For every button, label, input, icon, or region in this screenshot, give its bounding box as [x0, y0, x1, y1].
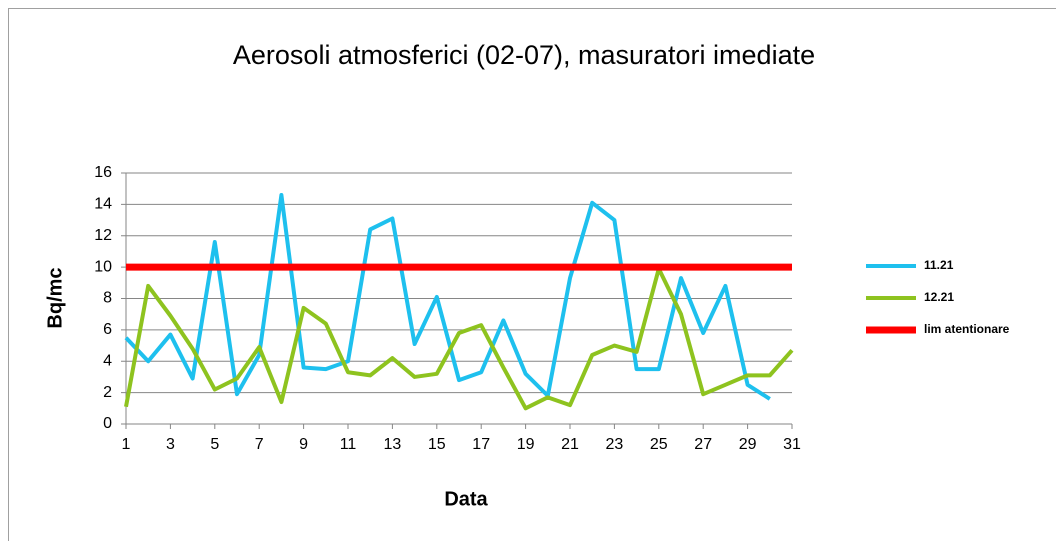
y-axis-label: Bq/mc [44, 267, 66, 328]
legend-label: 11.21 [924, 258, 954, 272]
y-tick-label: 8 [103, 290, 112, 307]
y-tick-label: 2 [103, 384, 112, 401]
x-tick-label: 23 [606, 436, 624, 453]
x-tick-label: 3 [166, 436, 175, 453]
x-tick-label: 13 [384, 436, 402, 453]
x-tick-label: 29 [739, 436, 757, 453]
legend-label: 12.21 [924, 290, 954, 304]
y-tick-label: 0 [103, 415, 112, 432]
x-tick-label: 31 [783, 436, 801, 453]
legend-label: lim atentionare [924, 322, 1010, 336]
x-tick-label: 9 [299, 436, 308, 453]
x-tick-label: 5 [210, 436, 219, 453]
y-tick-label: 14 [94, 196, 112, 213]
y-tick-label: 6 [103, 321, 112, 338]
y-tick-label: 16 [94, 164, 112, 181]
x-tick-label: 17 [472, 436, 490, 453]
x-tick-label: 11 [340, 436, 357, 453]
y-tick-label: 10 [94, 258, 112, 275]
y-tick-label: 4 [103, 352, 112, 369]
x-tick-label: 1 [122, 436, 131, 453]
series-line [124, 192, 771, 401]
series-line [124, 266, 794, 411]
x-tick-label: 15 [428, 436, 446, 453]
x-tick-label: 25 [650, 436, 668, 453]
y-tick-label: 12 [94, 227, 112, 244]
x-tick-label: 7 [255, 436, 264, 453]
x-axis-label: Data [444, 488, 488, 510]
x-tick-label: 19 [517, 436, 535, 453]
chart-title: Aerosoli atmosferici (02-07), masuratori… [233, 40, 815, 70]
x-tick-label: 27 [694, 436, 712, 453]
x-tick-label: 21 [561, 436, 579, 453]
